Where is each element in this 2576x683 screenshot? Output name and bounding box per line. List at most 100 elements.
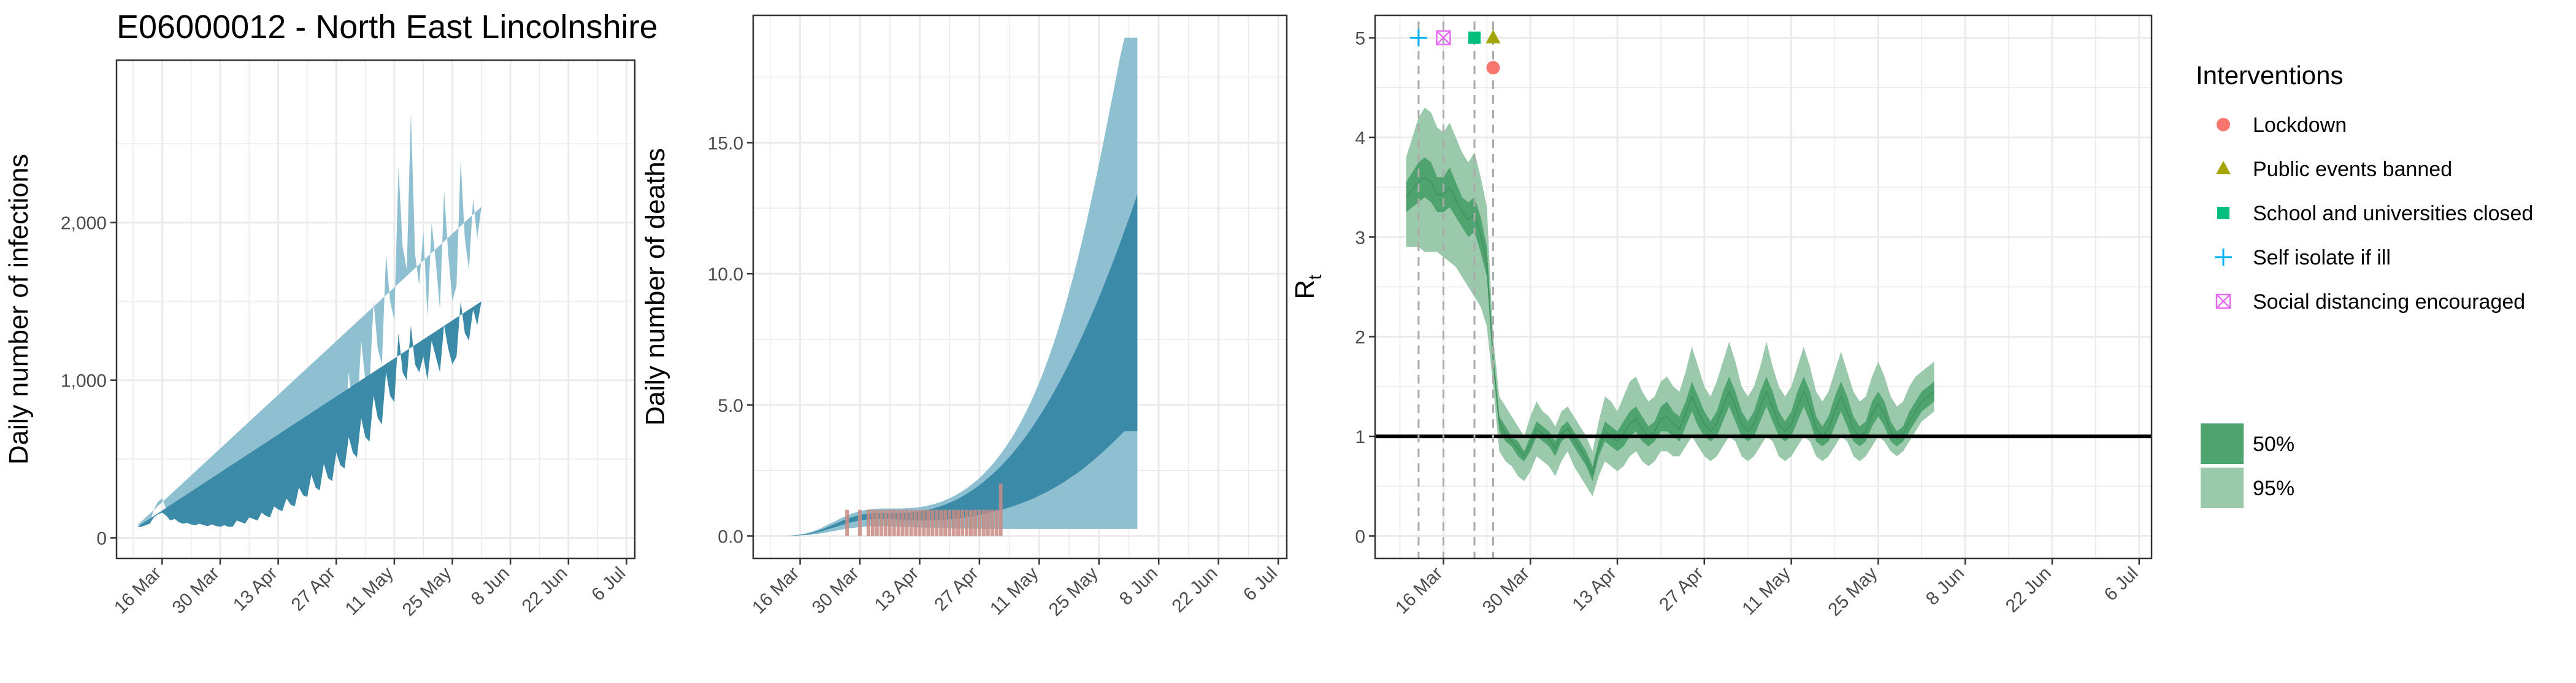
death-bar: [943, 509, 948, 536]
grid: [1375, 15, 2152, 558]
x-tick-label: 30 Mar: [1479, 563, 1533, 618]
x-tick-label: 6 Jul: [2101, 563, 2142, 605]
death-bar: [973, 509, 977, 536]
rt-panel: 0 1 2 3 4 5 16 Mar 30 Mar 13 Apr 27 Apr 11 May 25 M…: [1290, 14, 2153, 620]
y-tick-label: 2,000: [61, 214, 107, 234]
death-bar: [879, 509, 883, 536]
x-tick-label: 16 Mar: [110, 563, 165, 618]
ci-50-band: [137, 301, 481, 527]
legend: Interventions Lockdown Public events banne…: [2196, 61, 2533, 508]
x-tick-label: 25 May: [399, 563, 456, 620]
y-tick-label: 0: [1355, 527, 1365, 547]
x-tick-label: 25 May: [1045, 563, 1102, 620]
x-tick-label: 8 Jun: [1116, 563, 1162, 609]
death-bar: [960, 509, 965, 536]
death-bar: [883, 509, 887, 536]
x-tick-label: 27 Apr: [288, 563, 340, 615]
intervention-marker: [1409, 29, 1427, 47]
y-tick-label: 3: [1355, 228, 1365, 248]
death-bar: [918, 509, 922, 536]
death-bar: [909, 509, 913, 536]
panel-border: [115, 59, 636, 560]
x-tick-label: 30 Mar: [808, 563, 863, 618]
y-tick-label: 15.0: [708, 133, 743, 153]
death-bar: [981, 509, 986, 536]
x-tick-label: 8 Jun: [467, 563, 513, 609]
death-bar: [948, 509, 952, 536]
x-tick-label: 16 Mar: [1392, 563, 1446, 618]
legend-label: Social distancing encouraged: [2253, 290, 2525, 314]
death-bar: [952, 509, 956, 536]
x-tick-label: 22 Jun: [518, 563, 572, 617]
deaths-panel: 0.0 5.0 10.0 15.0 16 Mar 30 Mar 13 Apr 27 Apr 11…: [640, 14, 1288, 620]
intervention-marker: [1468, 31, 1481, 44]
x-tick-label: 6 Jul: [1240, 563, 1281, 605]
y-tick-label: 5.0: [718, 396, 743, 416]
legend-key: [2215, 293, 2231, 309]
death-bar: [990, 509, 994, 536]
ci-50-band: [1406, 157, 1934, 482]
death-bar: [870, 509, 875, 536]
y-axis-label-subscript: t: [1305, 274, 1325, 280]
death-bar: [994, 509, 999, 536]
death-bar: [939, 509, 943, 536]
death-bar: [845, 509, 849, 536]
legend-label: Public events banned: [2253, 158, 2452, 181]
panel-border: [1374, 14, 2153, 560]
intervention-marker: [1485, 29, 1501, 44]
legend-key: [2217, 207, 2229, 219]
legend-swatch: [2201, 468, 2244, 508]
y-tick-label: 1,000: [61, 371, 107, 392]
death-bar: [935, 509, 939, 536]
legend-label: 50%: [2253, 433, 2294, 456]
infections-panel: 0 1,000 2,000 16 Mar 30 Mar 13 Apr 27 Apr 11 Ma…: [4, 59, 636, 620]
x-tick-label: 22 Jun: [2002, 563, 2055, 617]
legend-title: Interventions: [2196, 61, 2343, 90]
y-tick-label: 0.0: [718, 527, 743, 547]
death-bar: [986, 509, 990, 536]
death-bar: [858, 509, 862, 536]
death-bar: [896, 509, 900, 536]
x-tick-label: 11 May: [986, 563, 1042, 619]
death-bar: [977, 509, 981, 536]
rt-median-line: [1405, 176, 1935, 476]
panel-title: E06000012 - North East Lincolnshire: [117, 9, 658, 45]
y-tick-label: 2: [1355, 328, 1365, 348]
death-bar: [913, 509, 918, 536]
y-tick-label: 4: [1355, 128, 1365, 149]
x-tick-label: 27 Apr: [1655, 563, 1708, 615]
legend-key: [2216, 161, 2231, 174]
x-tick-label: 13 Apr: [1568, 563, 1620, 615]
x-tick-label: 6 Jul: [588, 563, 629, 605]
death-bar: [900, 509, 905, 536]
legend-key: [2217, 118, 2230, 131]
death-bar: [999, 483, 1003, 536]
legend-label: School and universities closed: [2253, 202, 2533, 225]
death-bar: [922, 509, 926, 536]
death-bar: [926, 509, 930, 536]
y-tick-label: 10.0: [708, 264, 743, 285]
death-bar: [887, 509, 892, 536]
death-bar: [965, 509, 968, 536]
death-bar: [875, 509, 879, 536]
x-tick-label: 11 May: [1738, 563, 1794, 619]
x-tick-label: 30 Mar: [169, 563, 223, 618]
legend-label: Lockdown: [2253, 114, 2347, 137]
death-bar: [892, 509, 896, 536]
legend-label: 95%: [2253, 477, 2294, 500]
x-tick-label: 13 Apr: [871, 563, 923, 615]
x-tick-label: 22 Jun: [1168, 563, 1222, 617]
y-axis-label: Rt: [1290, 274, 1325, 299]
death-bar: [968, 509, 973, 536]
panel-border: [752, 14, 1288, 560]
death-bar: [866, 509, 870, 536]
intervention-marker: [1486, 61, 1500, 75]
legend-key: [2215, 249, 2232, 266]
x-tick-label: 11 May: [342, 563, 397, 619]
intervention-marker: [1436, 30, 1451, 45]
legend-swatch: [2201, 423, 2244, 464]
x-tick-label: 27 Apr: [930, 563, 983, 615]
x-tick-label: 8 Jun: [1922, 563, 1968, 609]
x-tick-label: 25 May: [1824, 563, 1881, 620]
